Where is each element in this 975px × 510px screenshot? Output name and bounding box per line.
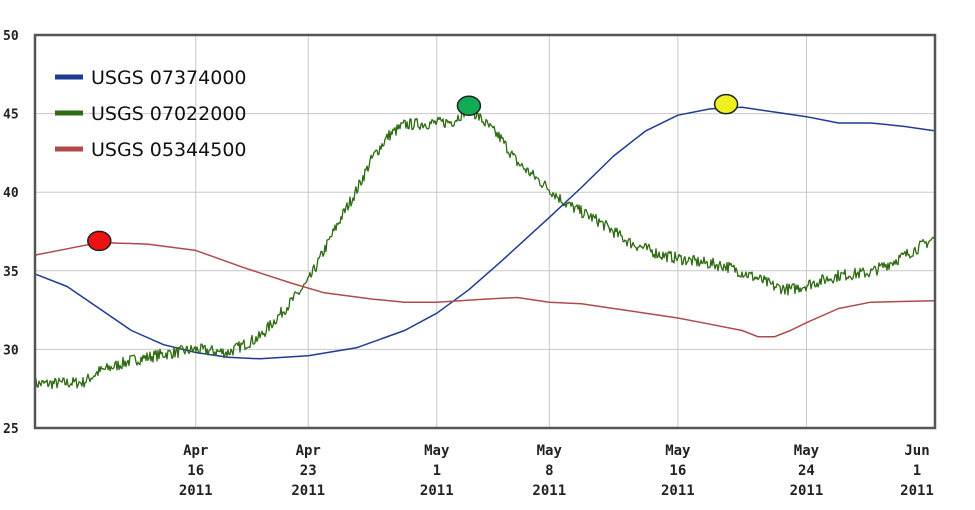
y-tick-label: 30	[3, 343, 19, 358]
legend-label: USGS 07374000	[91, 67, 247, 89]
y-tick-label: 40	[3, 186, 19, 201]
y-tick-label: 35	[3, 265, 19, 280]
legend-label: USGS 05344500	[91, 139, 247, 161]
peak-marker	[456, 95, 482, 116]
plot-frame	[33, 33, 937, 430]
peak-marker	[713, 93, 739, 115]
x-tick-label: May 16 2011	[661, 443, 695, 499]
legend: USGS 07374000 USGS 07022000 USGS 05344500	[55, 67, 247, 161]
x-tick-label: May 1 2011	[420, 443, 454, 499]
series-line	[34, 102, 936, 390]
grid	[35, 34, 936, 429]
y-tick-label: 45	[3, 108, 19, 123]
x-tick-label: May 8 2011	[532, 443, 566, 499]
x-tick-label: Apr 16 2011	[179, 443, 213, 499]
x-axis: Apr 16 2011 Apr 23 2011 May 1 2011 May 8 2011 May 16 2…	[179, 443, 934, 499]
x-tick-label: May 24 2011	[790, 443, 824, 499]
series-group	[34, 102, 936, 390]
y-axis: 25 30 35 40 45 50	[3, 29, 19, 437]
legend-label: USGS 07022000	[91, 103, 247, 125]
y-tick-label: 25	[3, 422, 19, 437]
markers	[87, 93, 739, 252]
x-tick-label: Jun 1 2011	[900, 443, 934, 499]
series-line	[34, 241, 936, 338]
peak-marker	[87, 230, 112, 252]
x-tick-label: Apr 23 2011	[291, 443, 325, 499]
y-tick-label: 50	[3, 29, 19, 44]
